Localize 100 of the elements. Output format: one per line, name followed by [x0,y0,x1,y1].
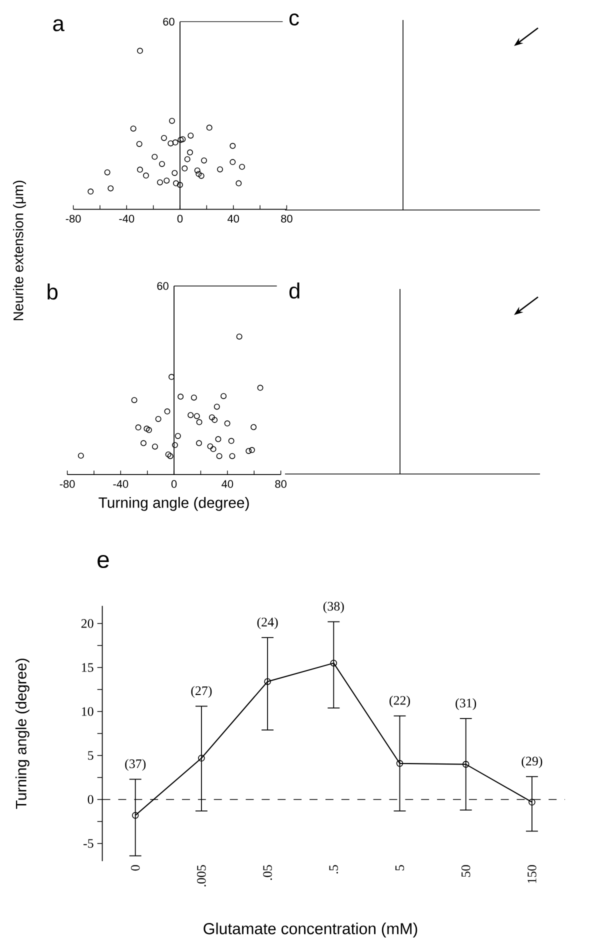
point [136,140,142,147]
point [250,424,257,430]
point [161,134,167,141]
point [146,427,152,434]
point [184,156,190,162]
point [152,154,158,160]
chart-title: e [98,554,109,568]
x-tick-label: 80 [275,480,286,488]
point [104,169,110,176]
point [169,118,175,124]
x-tick-label: 80 [281,214,292,223]
y-axis-title: Neurite extension (μm) [13,180,26,320]
annotation: (29) [522,756,542,768]
point [229,453,236,460]
x-tick-label: 0 [130,865,140,871]
point [180,136,186,142]
point [194,167,200,174]
point [214,404,220,410]
point [188,412,194,418]
x-tick-label: -40 [113,480,128,488]
point [206,124,212,131]
point [230,159,236,166]
point [248,447,255,454]
point [135,424,142,430]
point [228,438,234,444]
point [220,393,227,400]
point [172,139,178,146]
point [196,170,202,177]
y-axis-title: Turning angle (degree) [15,658,30,809]
point [194,413,200,420]
point [190,394,197,401]
y-tick-label: 20 [81,619,94,628]
annotation: (24) [257,617,278,630]
point [164,178,170,184]
point [330,660,338,666]
chart-title: a [53,19,64,32]
x-tick-label: -40 [119,214,134,223]
point [207,443,214,450]
text: c [289,14,299,26]
point [236,180,242,186]
y-tick-label: 15 [82,663,94,672]
x-tick-label: 5 [395,865,404,870]
annotation: (31) [456,698,476,710]
x-tick-label: .5 [329,865,338,874]
point [173,180,179,186]
point [217,166,224,172]
y-tick-label: 0 [88,795,94,804]
x-tick-label: 40 [222,480,234,488]
x-axis-title: Glutamate concentration (mM) [204,922,418,938]
chart-title: b [48,284,58,300]
y-tick-label: -5 [83,839,94,848]
text: d [289,282,300,299]
point [178,136,184,143]
point [130,126,136,132]
point [167,453,174,460]
x-tick-label: 0 [171,480,177,488]
point [88,188,94,195]
point [187,149,193,156]
point [174,432,181,439]
point [131,397,138,404]
point [208,414,215,420]
point [157,179,163,186]
x-tick-label: .05 [263,865,272,880]
point [230,142,236,149]
point [172,442,178,448]
point [215,436,222,442]
x-tick-label: 150 [528,865,536,883]
x-tick-label: -80 [66,214,81,223]
point [165,451,172,458]
x-tick-label: 40 [228,214,240,223]
point [528,798,536,806]
point [140,440,146,446]
point [396,760,404,767]
point [196,419,202,426]
point [177,182,183,188]
text: 60 [163,18,174,26]
x-tick-label: .005 [197,865,206,886]
point [216,453,222,460]
point [201,157,208,164]
point [196,440,202,446]
point [78,452,84,459]
point [137,48,143,54]
point [143,172,149,179]
y-tick-label: 5 [88,751,94,760]
point [239,164,246,170]
annotation: (37) [125,759,146,771]
x-axis-title: Turning angle (degree) [98,496,249,511]
point [246,448,252,454]
point [188,132,194,139]
point [137,166,143,173]
point [210,446,216,452]
point [144,426,150,432]
point [198,172,204,179]
point [264,678,271,685]
point [155,416,162,422]
point [257,384,264,391]
point [236,334,242,340]
point [224,420,230,426]
point [164,408,170,414]
point [159,160,165,167]
